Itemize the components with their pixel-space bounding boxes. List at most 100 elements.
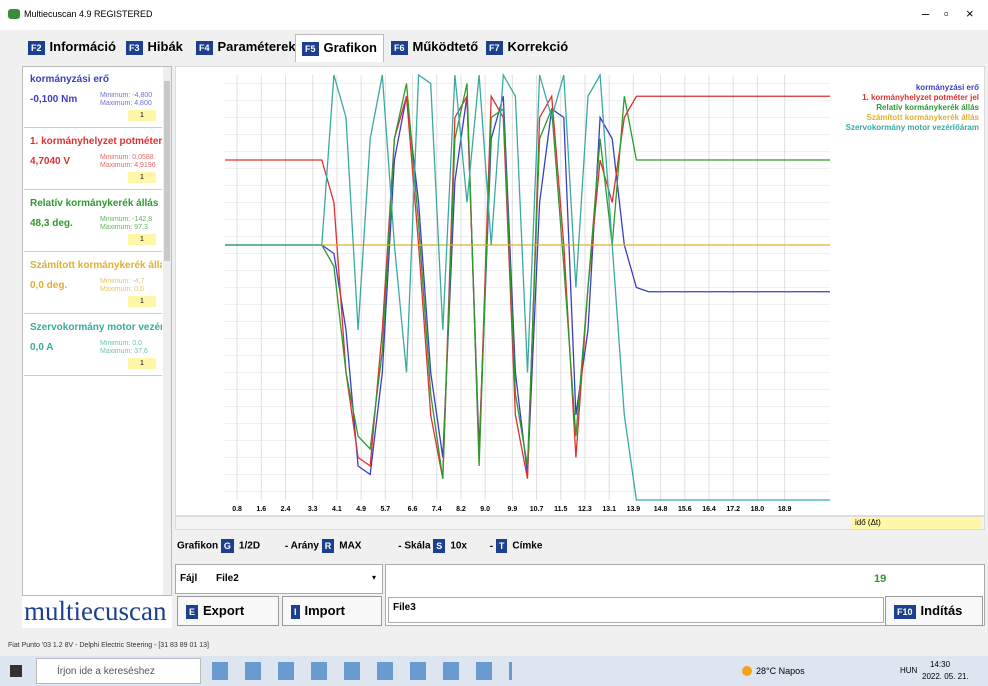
window-title: Multiecuscan 4.9 REGISTERED <box>24 9 153 19</box>
parameter-value: 48,3 deg. <box>30 218 73 229</box>
x-tick-label: 18.9 <box>778 506 792 513</box>
parameter-selector[interactable]: 1 <box>128 172 156 183</box>
graph-label: Grafikon <box>177 541 218 552</box>
x-tick-label: 3.3 <box>308 506 318 513</box>
minimize[interactable]: – <box>922 6 929 21</box>
tab[interactable]: F6 Működtető <box>385 34 484 62</box>
ratio-value[interactable]: MAX <box>339 541 361 552</box>
scroll-thumb[interactable] <box>164 81 170 261</box>
parameter-value: 4,7040 V <box>30 156 70 167</box>
key-badge[interactable]: R <box>322 539 335 553</box>
parameter-selector[interactable]: 1 <box>128 234 156 245</box>
start-menu[interactable] <box>10 665 22 677</box>
parameter-min: Minimum: 0,0588 <box>100 154 154 161</box>
status-bar: Fiat Punto '03 1.2 8V - Delphi Electric … <box>8 642 209 649</box>
x-tick-label: 12.3 <box>578 506 592 513</box>
app-window: Multiecuscan 4.9 REGISTERED – ▫ × F2Info… <box>0 0 988 686</box>
legend-entry: kormányzási erő <box>916 83 979 92</box>
taskbar: Írjon ide a kereséshez 28°C Napos HUN 14… <box>0 656 988 686</box>
grid-background <box>225 75 830 500</box>
parameter-selector[interactable]: 1 <box>128 296 156 307</box>
time-field[interactable]: idő (Δt) <box>851 517 981 529</box>
title-bar: Multiecuscan 4.9 REGISTERED – ▫ × <box>0 0 988 30</box>
x-tick-label: 8.2 <box>456 506 466 513</box>
parameter-selector[interactable]: 1 <box>128 358 156 369</box>
app-icon <box>8 9 20 19</box>
ratio-label: Arány <box>291 541 319 552</box>
key-badge: F7 <box>486 41 503 55</box>
search-box[interactable]: Írjon ide a kereséshez <box>36 658 201 684</box>
clock-time[interactable]: 14:30 <box>930 660 950 669</box>
x-tick-label: 13.1 <box>602 506 616 513</box>
x-tick-label: 4.1 <box>332 506 342 513</box>
x-tick-label: 7.4 <box>432 506 442 513</box>
tab[interactable]: F7 Korrekció <box>480 34 574 62</box>
x-tick-label: 6.6 <box>408 506 418 513</box>
x-tick-label: 10.7 <box>530 506 544 513</box>
tab-label: Hibák <box>148 39 183 54</box>
weather[interactable]: 28°C Napos <box>756 666 805 676</box>
horizontal-scrollbar[interactable]: idő (Δt) <box>175 516 985 530</box>
parameter-name: Relatív kormánykerék állás <box>30 198 162 209</box>
x-tick-label: 0.8 <box>232 506 242 513</box>
logo: multiecuscan <box>22 596 172 628</box>
parameter-name: kormányzási erő <box>30 74 162 85</box>
parameter-value: 0,0 A <box>30 342 54 353</box>
label-toggle[interactable]: Címke <box>512 541 542 552</box>
x-tick-label: 1.6 <box>256 506 266 513</box>
taskbar-icons[interactable] <box>212 662 512 680</box>
x-tick-label: 18.0 <box>751 506 765 513</box>
tab-label: Korrekció <box>508 39 569 54</box>
maximize[interactable]: ▫ <box>944 6 949 21</box>
key-badge: I <box>291 605 300 619</box>
parameter-max: Maximum: 0,0 <box>100 286 144 293</box>
x-tick-label: 11.5 <box>554 506 567 513</box>
x-tick-label: 13.9 <box>627 506 641 513</box>
close[interactable]: × <box>966 6 974 21</box>
tab-label: Működtető <box>413 39 479 54</box>
scale-label: Skála <box>404 541 430 552</box>
file-dropdown[interactable]: File2 <box>216 573 239 584</box>
parameter-max: Maximum: 4,9196 <box>100 162 156 169</box>
scale-value[interactable]: 10x <box>450 541 467 552</box>
key-badge: E <box>186 605 198 619</box>
tab-label: Grafikon <box>324 40 377 55</box>
clock-date[interactable]: 2022. 05. 21. <box>922 672 969 681</box>
legend-entry: Szervokormány motor vezérlőáram <box>846 123 979 132</box>
file-label: Fájl <box>180 573 197 584</box>
legend-entry: Relatív kormánykerék állás <box>876 103 979 112</box>
x-tick-label: 14.8 <box>654 506 668 513</box>
key-badge[interactable]: G <box>221 539 234 553</box>
x-tick-label: 15.6 <box>678 506 692 513</box>
parameter-name: Szervokormány motor vezérlő <box>30 322 162 333</box>
language[interactable]: HUN <box>900 666 917 675</box>
scrollbar[interactable] <box>163 67 171 595</box>
counter: 19 <box>874 573 886 585</box>
parameter-min: Minimum: 0,0 <box>100 340 142 347</box>
parameter-selector[interactable]: 1 <box>128 110 156 121</box>
key-badge[interactable]: S <box>433 539 445 553</box>
parameter-max: Maximum: 37,6 <box>100 348 148 355</box>
parameter-box: Szervokormány motor vezérlő 0,0 A Minimum:… <box>24 316 162 376</box>
parameter-name: Számított kormánykerék állás <box>30 260 162 271</box>
tab-label: Információ <box>50 39 116 54</box>
parameter-max: Maximum: 4,800 <box>100 100 152 107</box>
graph-value[interactable]: 1/2D <box>239 541 260 552</box>
key-badge[interactable]: T <box>496 539 508 553</box>
x-tick-label: 17.2 <box>726 506 740 513</box>
file-name-input[interactable]: File3 <box>388 597 884 623</box>
parameter-value: -0,100 Nm <box>30 94 77 105</box>
key-badge: F6 <box>391 41 408 55</box>
